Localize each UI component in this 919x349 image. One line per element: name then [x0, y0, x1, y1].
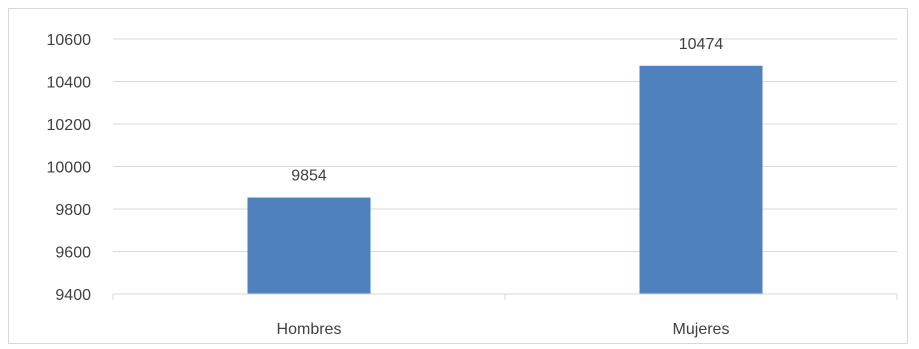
y-tick-label: 9600 — [55, 245, 91, 262]
y-tick-label: 10200 — [47, 117, 92, 134]
y-tick-label: 10600 — [47, 32, 92, 49]
bar-hombres — [247, 197, 371, 294]
x-category-label: Hombres — [277, 321, 342, 338]
data-label-hombres: 9854 — [291, 168, 327, 185]
bars — [247, 65, 763, 295]
y-tick-label: 10000 — [47, 160, 92, 177]
x-category-label: Mujeres — [673, 321, 730, 338]
grid-lines — [113, 38, 897, 252]
data-labels: 9854 10474 — [291, 36, 723, 185]
data-label-mujeres: 10474 — [679, 36, 724, 53]
x-axis: Hombres Mujeres — [112, 293, 898, 338]
bar-chart: 9400 9600 9800 10000 10200 10400 10600 Hombres… — [47, 32, 898, 338]
y-tick-label: 10400 — [47, 75, 92, 92]
y-tick-label: 9800 — [55, 202, 91, 219]
bar-mujeres — [639, 65, 763, 295]
y-tick-label: 9400 — [55, 287, 91, 304]
chart-frame: 9400 9600 9800 10000 10200 10400 10600 Hombres… — [8, 8, 908, 344]
y-axis-tick-labels: 9400 9600 9800 10000 10200 10400 10600 — [47, 32, 92, 304]
